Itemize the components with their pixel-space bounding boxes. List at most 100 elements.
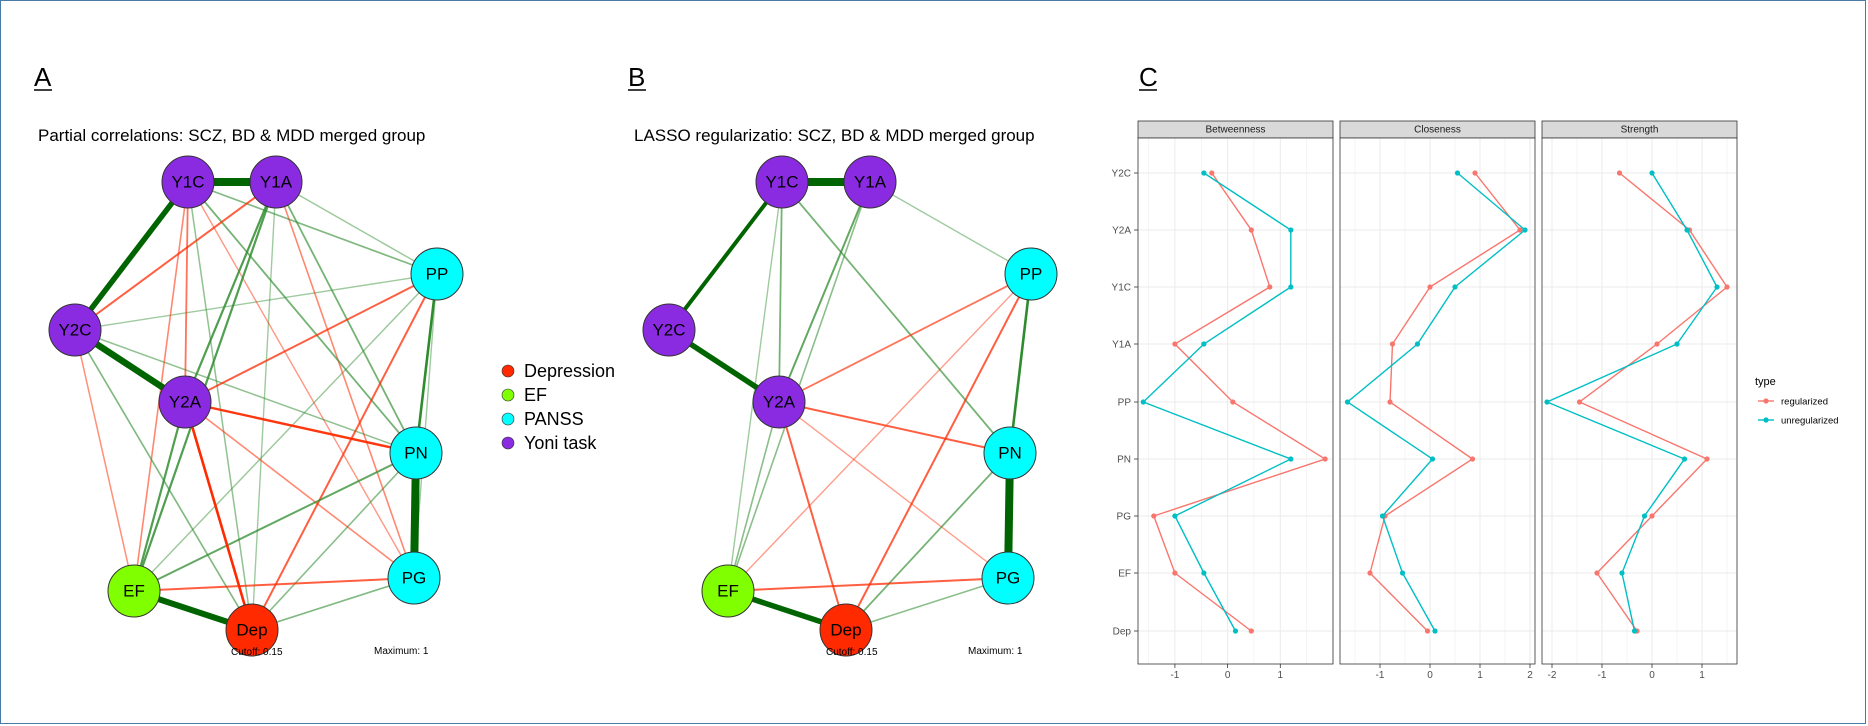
panel-a-edge-Y1A-PG: [275, 181, 415, 579]
panel-b-node-Dep: Dep: [819, 603, 873, 657]
panel-b-edge-Y1C-PN: [781, 181, 1011, 454]
panel-b: B LASSO regularizatio: SCZ, BD & MDD mer…: [628, 62, 1058, 658]
series-point-regularized: [1704, 456, 1710, 462]
series-point-unregularized: [1681, 456, 1688, 462]
facet-strip-label: Betweenness: [1205, 125, 1265, 136]
panel-a-node-EF: EF: [107, 564, 161, 618]
facet-panel: [1542, 138, 1737, 664]
panel-a-edge-Y1A-PN: [275, 181, 417, 454]
series-point-unregularized: [1344, 399, 1351, 405]
y-tick-label: Y2C: [1112, 169, 1131, 180]
panel-a-node-circle: [249, 155, 303, 209]
panel-a-node-PN: PN: [389, 426, 443, 480]
panel-b-edge-Y2A-EF: [727, 401, 780, 592]
panel-b-node-circle: [755, 155, 809, 209]
panel-b-node-circle: [752, 375, 806, 429]
series-point-unregularized: [1454, 170, 1461, 176]
panel-a-edge-PP-PN: [414, 273, 439, 454]
series-point-regularized: [1267, 284, 1273, 290]
panel-b-node-circle: [701, 564, 755, 618]
panel-a-node-label: Y2C: [58, 321, 91, 340]
panel-b-edge-PN-Dep: [845, 452, 1011, 631]
panel-a-edge-Y1C-Y2C: [72, 180, 191, 332]
panel-b-node-Y2A: Y2A: [752, 375, 806, 429]
panel-a-edge-PP-Dep: [251, 273, 438, 631]
panel-b-node-circle: [1004, 247, 1058, 301]
series-point-regularized: [1472, 170, 1478, 176]
panel-b-node-circle: [981, 551, 1035, 605]
x-tick-label: -1: [1598, 670, 1607, 681]
x-tick-label: -1: [1170, 670, 1179, 681]
network-legend: Depression EF PANSS Yoni task: [501, 361, 615, 453]
panel-b-node-circle: [983, 426, 1037, 480]
series-point-unregularized: [1522, 227, 1528, 233]
panel-b-node-PN: PN: [983, 426, 1037, 480]
series-point-regularized: [1209, 170, 1215, 176]
panel-a-node-circle: [410, 247, 464, 301]
y-tick-label: Y2A: [1112, 226, 1131, 237]
series-point-unregularized: [1619, 570, 1625, 576]
facet-border: [1541, 137, 1738, 665]
panel-a: A Partial correlations: SCZ, BD & MDD me…: [34, 62, 464, 658]
panel-b-edge-Y1A-PP: [869, 181, 1032, 275]
panel-a-node-label: Dep: [236, 621, 267, 640]
series-point-regularized: [1649, 513, 1655, 519]
series-point-unregularized: [1631, 628, 1638, 634]
series-point-regularized: [1367, 570, 1373, 576]
x-tick-label: -1: [1376, 670, 1385, 681]
panel-b-node-Y1A: Y1A: [843, 155, 897, 209]
series-point-regularized: [1387, 399, 1393, 405]
panel-b-edge-Y2A-PN: [778, 401, 1011, 454]
y-tick-label: PG: [1117, 512, 1132, 523]
panel-a-edge-Y2C-PP: [74, 273, 438, 331]
panel-b-node-label: Y1A: [854, 173, 887, 192]
series-point-regularized: [1654, 341, 1660, 347]
panel-b-edge-PP-Dep: [845, 273, 1032, 631]
panel-a-node-label: PG: [402, 569, 427, 588]
facet-panel: [1340, 138, 1535, 664]
panel-a-edge-Y2C-PN: [74, 329, 417, 454]
panel-a-node-Dep: Dep: [225, 603, 279, 657]
panel-b-node-circle: [642, 303, 696, 357]
x-tick-label: 1: [1278, 670, 1284, 681]
panel-a-node-label: PP: [426, 265, 449, 284]
panel-a-title: Partial correlations: SCZ, BD & MDD merg…: [38, 126, 425, 145]
series-point-unregularized: [1172, 513, 1178, 519]
panel-a-edge-Y1A-PP: [275, 181, 438, 275]
series-point-unregularized: [1140, 399, 1146, 405]
series-point-regularized: [1230, 399, 1236, 405]
panel-a-node-circle: [225, 603, 279, 657]
facet-strip-label: Closeness: [1414, 125, 1461, 136]
facet-strip-label: Strength: [1621, 125, 1659, 136]
panel-b-maximum: Maximum: 1: [968, 646, 1023, 657]
panel-a-node-circle: [387, 551, 441, 605]
panel-a-edge-Y2A-EF: [132, 401, 187, 592]
panel-a-maximum: Maximum: 1: [374, 646, 429, 657]
panel-a-nodes: Y1C Y1A PP Y2C Y2A PN PG EF Dep: [48, 155, 464, 657]
panel-a-cutoff: Cutoff: 0.15: [231, 647, 283, 658]
panel-b-edge-PP-PN: [1008, 273, 1033, 454]
series-point-regularized: [1322, 456, 1328, 462]
panel-b-node-label: Y2C: [652, 321, 685, 340]
series-point-unregularized: [1201, 341, 1207, 347]
series-point-regularized: [1248, 628, 1254, 634]
series-point-regularized: [1172, 341, 1178, 347]
series-point-regularized: [1389, 341, 1396, 347]
panel-a-node-circle: [158, 375, 212, 429]
centrality-legend: type regularized unregularized: [1755, 376, 1839, 427]
series-point-regularized: [1616, 170, 1623, 176]
facet-closeness: Closeness -1 0 1 2: [1339, 120, 1536, 681]
series-point-regularized: [1172, 570, 1178, 576]
panel-a-edge-Y1A-Y2C: [74, 181, 277, 331]
series-point-unregularized: [1379, 513, 1386, 519]
panel-a-node-Y1A: Y1A: [249, 155, 303, 209]
panel-b-edge-Y1A-Y2A: [778, 181, 871, 403]
panel-b-title: LASSO regularizatio: SCZ, BD & MDD merge…: [634, 126, 1035, 145]
panel-b-edge-PG-Dep: [845, 577, 1009, 631]
panel-a-node-circle: [161, 155, 215, 209]
panel-a-node-label: Y1A: [260, 173, 293, 192]
legend-label: PANSS: [524, 409, 584, 429]
